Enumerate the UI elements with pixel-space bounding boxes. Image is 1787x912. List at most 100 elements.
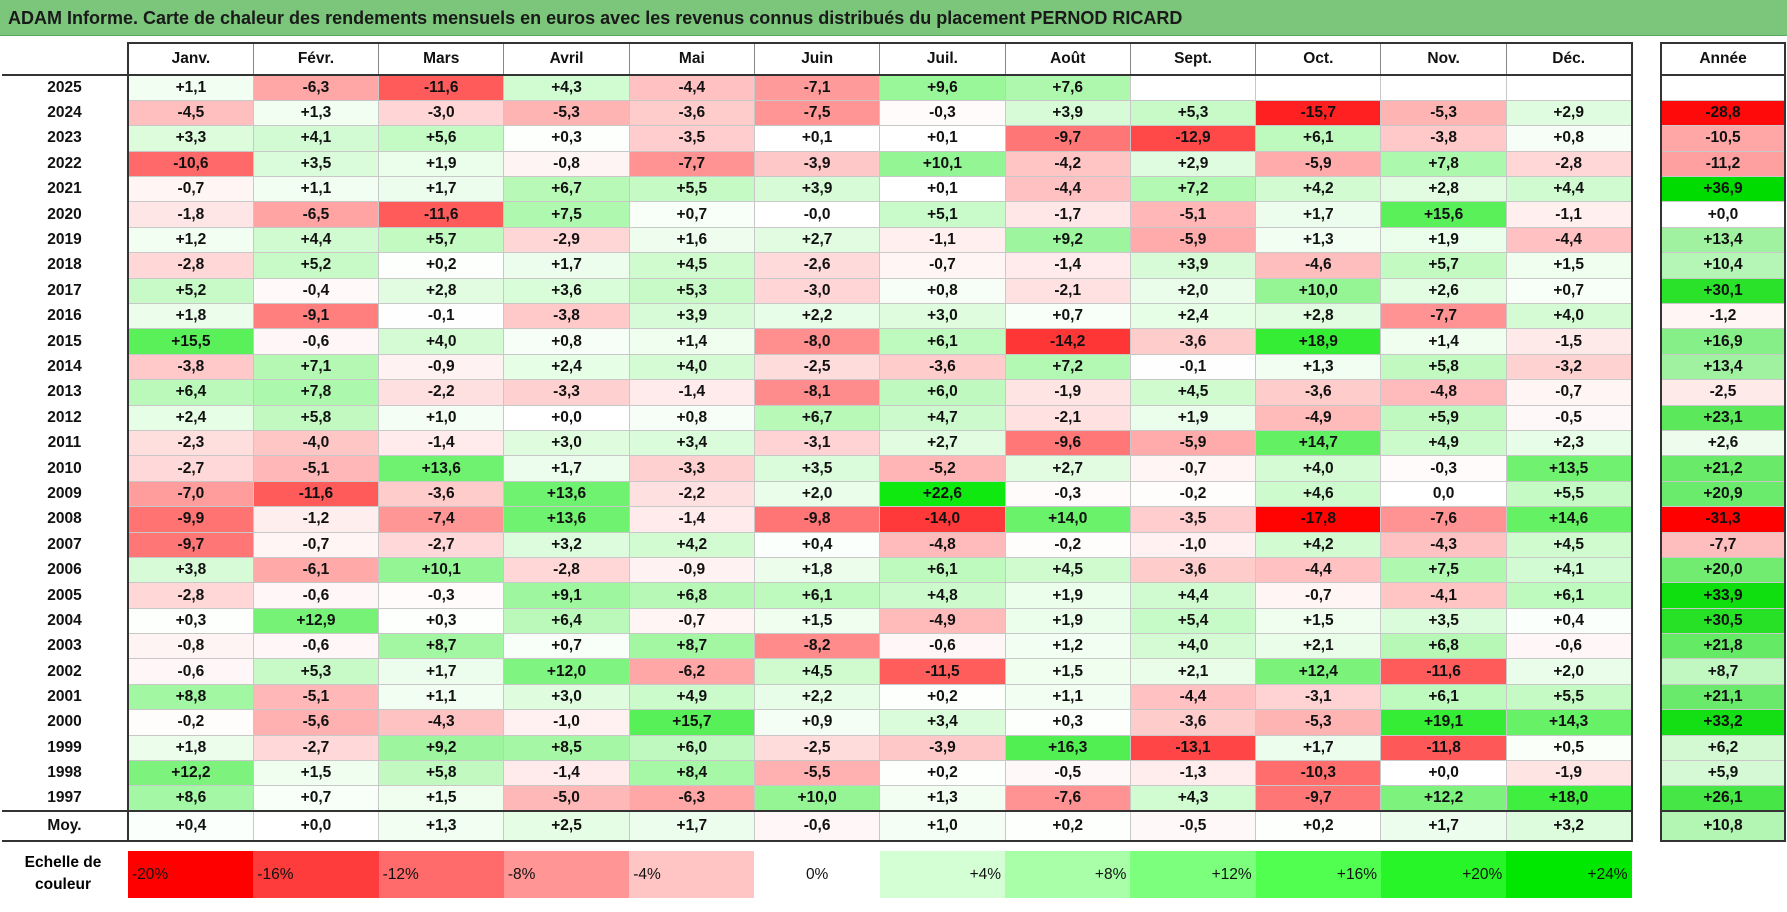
return-cell: -0,7: [1505, 379, 1633, 406]
return-cell: +1,8: [126, 734, 254, 762]
return-cell: -14,2: [1004, 328, 1131, 355]
return-cell: -0,5: [1505, 404, 1633, 431]
return-cell: -11,5: [879, 658, 1006, 685]
year-label: 2012: [47, 408, 82, 426]
table-row: 2023 +3,3 +4,1 +5,6 +0,3 -3,5 +0,1 +0,1 -9,7 -12,…: [2, 125, 1633, 152]
return-cell: +2,4: [126, 404, 254, 431]
return-cell: -2,5: [753, 734, 881, 762]
return-cell: +6,1: [1380, 683, 1507, 711]
return-cell: -1,1: [879, 226, 1006, 254]
annual-cell: +20,9: [1660, 480, 1786, 508]
return-cell: +4,0: [1129, 633, 1257, 660]
return-cell: -7,6: [1380, 506, 1507, 533]
year-label: 1997: [47, 789, 82, 807]
return-cell: -0,3: [1004, 480, 1131, 508]
annual-cell: -2,5: [1660, 379, 1786, 406]
return-cell: +1,8: [753, 556, 881, 584]
return-cell: -1,4: [503, 760, 630, 787]
return-cell: +5,3: [1129, 99, 1257, 127]
return-cell: +4,2: [1255, 176, 1382, 203]
return-cell: +7,1: [252, 353, 380, 381]
return-cell: -5,1: [252, 455, 380, 482]
return-cell: -5,9: [1255, 150, 1382, 178]
return-cell: -2,2: [628, 480, 755, 508]
return-cell: -2,1: [1004, 277, 1131, 305]
return-cell: +4,8: [879, 582, 1006, 609]
return-cell: +1,5: [378, 785, 505, 812]
annual-cell: +21,2: [1660, 455, 1786, 482]
return-cell: +0,0: [1380, 760, 1507, 787]
return-cell: +1,9: [378, 150, 505, 178]
return-cell: +0,3: [503, 125, 630, 152]
average-cell: +2,5: [503, 810, 630, 843]
return-cell: +8,5: [503, 734, 630, 762]
return-cell: -11,6: [252, 480, 380, 508]
return-cell: -3,1: [1255, 683, 1382, 711]
return-cell: +0,2: [879, 760, 1006, 787]
year-label: 2018: [47, 256, 82, 274]
return-cell: -4,4: [1255, 556, 1382, 584]
return-cell: +4,5: [1505, 531, 1633, 558]
return-cell: +5,7: [1380, 252, 1507, 279]
return-cell: +4,9: [1380, 429, 1507, 457]
monthly-heatmap: Janv. Févr. Mars Avril Mai Juin Juil. Août Sept.…: [2, 42, 1633, 843]
return-cell: +3,9: [753, 176, 881, 203]
return-cell: -9,7: [126, 531, 254, 558]
return-cell: -4,4: [1505, 226, 1633, 254]
return-cell: +14,0: [1004, 506, 1131, 533]
return-cell: +9,6: [879, 74, 1006, 101]
return-cell: -0,1: [378, 303, 505, 330]
return-cell: -0,5: [1004, 760, 1131, 787]
return-cell: +6,7: [753, 404, 881, 431]
return-cell: +1,6: [628, 226, 755, 254]
return-cell: +1,1: [252, 176, 380, 203]
return-cell: -4,6: [1255, 252, 1382, 279]
return-cell: +3,9: [628, 303, 755, 330]
return-cell: +7,2: [1129, 176, 1257, 203]
return-cell: +2,0: [1129, 277, 1257, 305]
return-cell: +5,8: [1380, 353, 1507, 381]
return-cell: +1,3: [879, 785, 1006, 812]
return-cell: -4,4: [628, 74, 755, 101]
month-header: Janv.: [126, 42, 254, 76]
return-cell: +22,6: [879, 480, 1006, 508]
return-cell: +3,4: [628, 429, 755, 457]
return-cell: +10,0: [1255, 277, 1382, 305]
return-cell: +1,4: [628, 328, 755, 355]
return-cell: +1,5: [252, 760, 380, 787]
return-cell: +0,8: [879, 277, 1006, 305]
return-cell: +0,4: [753, 531, 881, 558]
average-cell: +0,0: [252, 810, 380, 843]
table-row: 1999 +1,8 -2,7 +9,2 +8,5 +6,0 -2,5 -3,9 +16,3 -13…: [2, 734, 1633, 762]
return-cell: -4,0: [252, 429, 380, 457]
return-cell: -1,5: [1505, 328, 1633, 355]
return-cell: +5,3: [252, 658, 380, 685]
legend-swatch: -12%: [378, 851, 504, 898]
return-cell: +2,1: [1129, 658, 1257, 685]
return-cell: +3,5: [753, 455, 881, 482]
annual-cell: +13,4: [1660, 226, 1786, 254]
table-row: 2001 +8,8 -5,1 +1,1 +3,0 +4,9 +2,2 +0,2 +1,1 -4,4…: [2, 683, 1633, 711]
return-cell: -3,9: [879, 734, 1006, 762]
return-cell: -0,6: [126, 658, 254, 685]
return-cell: -5,6: [252, 709, 380, 736]
legend-label: Echelle de couleur: [24, 854, 102, 893]
return-cell: +8,7: [378, 633, 505, 660]
return-cell: -3,3: [503, 379, 630, 406]
return-cell: +2,4: [1129, 303, 1257, 330]
return-cell: -0,7: [1129, 455, 1257, 482]
legend-swatch: +12%: [1130, 851, 1256, 898]
return-cell: -9,7: [1004, 125, 1131, 152]
return-cell: +8,6: [126, 785, 254, 812]
return-cell: -2,5: [753, 353, 881, 381]
return-cell: +4,5: [1129, 379, 1257, 406]
average-label: Moy.: [2, 810, 128, 843]
return-cell: -1,4: [628, 379, 755, 406]
return-cell: -0,6: [252, 328, 380, 355]
table-row: 2004 +0,3 +12,9 +0,3 +6,4 -0,7 +1,5 -4,9 +1,9 +5,…: [2, 607, 1633, 635]
return-cell: +7,8: [1380, 150, 1507, 178]
return-cell: +3,3: [126, 125, 254, 152]
return-cell: +1,8: [126, 303, 254, 330]
return-cell: +4,3: [503, 74, 630, 101]
return-cell: -6,3: [252, 74, 380, 101]
